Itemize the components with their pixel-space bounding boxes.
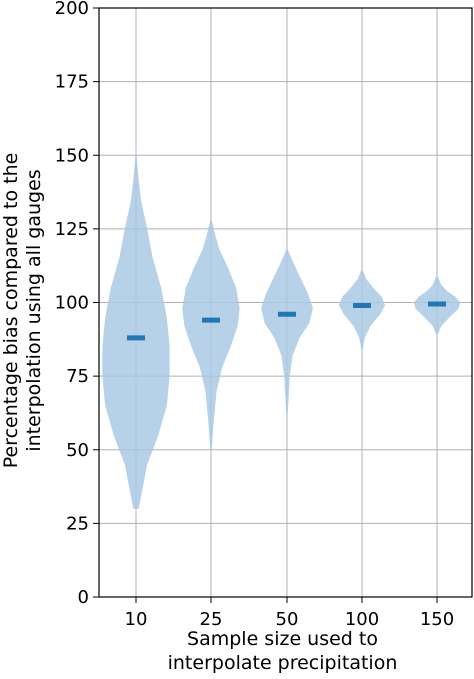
y-tick-label: 150 (55, 145, 89, 166)
violin-body-100 (338, 270, 386, 350)
x-tick-label: 150 (420, 609, 454, 630)
y-axis-label-line: interpolation using all gauges (23, 169, 45, 451)
y-tick-label: 100 (55, 293, 89, 314)
y-axis-label-line: Percentage bias compared to the (0, 153, 22, 469)
violin-body-25 (182, 220, 240, 450)
y-tick-label: 50 (66, 440, 89, 461)
y-tick-label: 75 (66, 366, 89, 387)
y-tick-label: 200 (55, 0, 89, 19)
violin-body-10 (102, 149, 170, 509)
y-tick-label: 0 (78, 587, 89, 608)
x-tick-label: 10 (125, 609, 148, 630)
x-axis-label-line: Sample size used to (187, 628, 378, 650)
x-axis-label-line: interpolate precipitation (168, 652, 398, 674)
axes: 0 25 50 75 100 125 150 175 200 10 25 50 100 150 (55, 0, 473, 630)
plot-frame (98, 7, 473, 598)
x-tick-label: 50 (276, 609, 299, 630)
x-tick-label: 100 (345, 609, 379, 630)
violin-body-50 (261, 249, 313, 415)
x-tick-label: 25 (200, 609, 223, 630)
y-tick-label: 25 (66, 513, 89, 534)
violins (102, 149, 461, 509)
y-tick-label: 175 (55, 72, 89, 93)
y-tick-label: 125 (55, 219, 89, 240)
